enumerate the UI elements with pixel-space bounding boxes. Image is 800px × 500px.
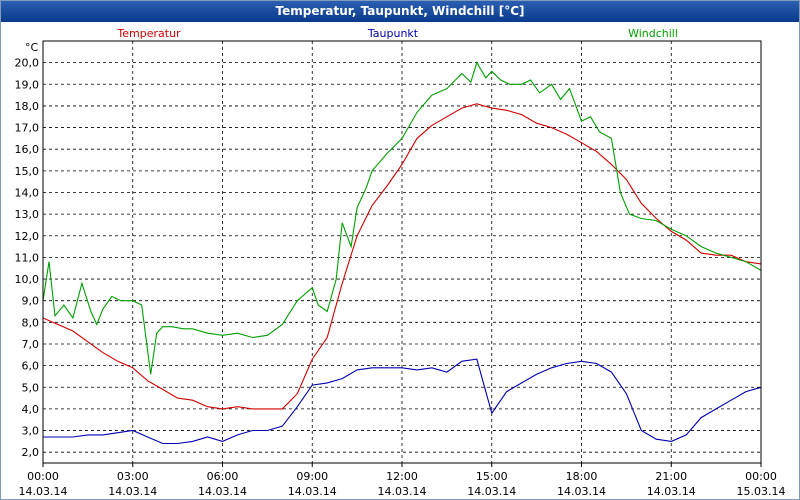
y-tick-label: 13,0 xyxy=(15,208,40,221)
chart-title: Temperatur, Taupunkt, Windchill [°C] xyxy=(1,1,799,22)
y-tick-label: 19,0 xyxy=(15,78,40,91)
x-tick-time: 18:00 xyxy=(566,470,598,483)
x-tick-time: 09:00 xyxy=(296,470,328,483)
x-tick-date: 14.03.14 xyxy=(108,485,157,498)
y-tick-label: 12,0 xyxy=(15,230,40,243)
y-tick-label: 8,0 xyxy=(22,316,40,329)
y-tick-label: 11,0 xyxy=(15,251,40,264)
series-lines xyxy=(42,61,762,445)
y-tick-label: 7,0 xyxy=(22,338,40,351)
y-tick-label: 10,0 xyxy=(15,273,40,286)
x-tick-time: 15:00 xyxy=(476,470,508,483)
series-line-taupunkt xyxy=(43,358,762,445)
y-unit-label: °C xyxy=(25,41,39,54)
x-tick-date: 14.03.14 xyxy=(19,485,68,498)
legend-taupunkt: Taupunkt xyxy=(367,27,419,40)
grid-lines xyxy=(43,41,761,463)
y-tick-label: 16,0 xyxy=(15,143,40,156)
y-tick-label: 15,0 xyxy=(15,165,40,178)
x-tick-date: 14.03.14 xyxy=(467,485,516,498)
x-tick-time: 21:00 xyxy=(655,470,687,483)
x-tick-time: 12:00 xyxy=(386,470,418,483)
legend-temperatur: Temperatur xyxy=(116,27,181,40)
x-tick-time: 00:00 xyxy=(27,470,59,483)
series-line-temperatur xyxy=(42,103,762,410)
y-tick-labels: 2,0 3,0 4,0 5,0 6,0 7,0 8,0 9,0 10,0 11,0 12,0 13,0… xyxy=(15,57,40,460)
x-tick-labels: 00:00 14.03.14 03:00 14.03.14 06:00 14.03.14 0… xyxy=(19,463,786,498)
series-line-windchill xyxy=(42,61,762,375)
x-tick-time: 06:00 xyxy=(207,470,239,483)
plot-border xyxy=(42,40,762,464)
x-tick-time: 03:00 xyxy=(117,470,149,483)
x-tick-date: 15.03.14 xyxy=(737,485,786,498)
y-tick-label: 5,0 xyxy=(22,381,40,394)
y-tick-label: 14,0 xyxy=(15,186,40,199)
x-tick-date: 14.03.14 xyxy=(378,485,427,498)
x-tick-time: 00:00 xyxy=(745,470,777,483)
legend-windchill: Windchill xyxy=(628,27,678,40)
y-tick-label: 2,0 xyxy=(22,446,40,459)
x-tick-date: 14.03.14 xyxy=(198,485,247,498)
chart-canvas: 2,0 3,0 4,0 5,0 6,0 7,0 8,0 9,0 10,0 11,0 12,0 13,0… xyxy=(15,27,786,498)
x-tick-date: 14.03.14 xyxy=(288,485,337,498)
y-tick-label: 9,0 xyxy=(22,295,40,308)
y-tick-label: 6,0 xyxy=(22,360,40,373)
x-tick-date: 14.03.14 xyxy=(647,485,696,498)
x-tick-date: 14.03.14 xyxy=(557,485,606,498)
y-tick-label: 18,0 xyxy=(15,100,40,113)
y-tick-label: 17,0 xyxy=(15,122,40,135)
y-tick-label: 4,0 xyxy=(22,403,40,416)
y-tick-label: 3,0 xyxy=(22,425,40,438)
y-tick-label: 20,0 xyxy=(15,57,40,70)
